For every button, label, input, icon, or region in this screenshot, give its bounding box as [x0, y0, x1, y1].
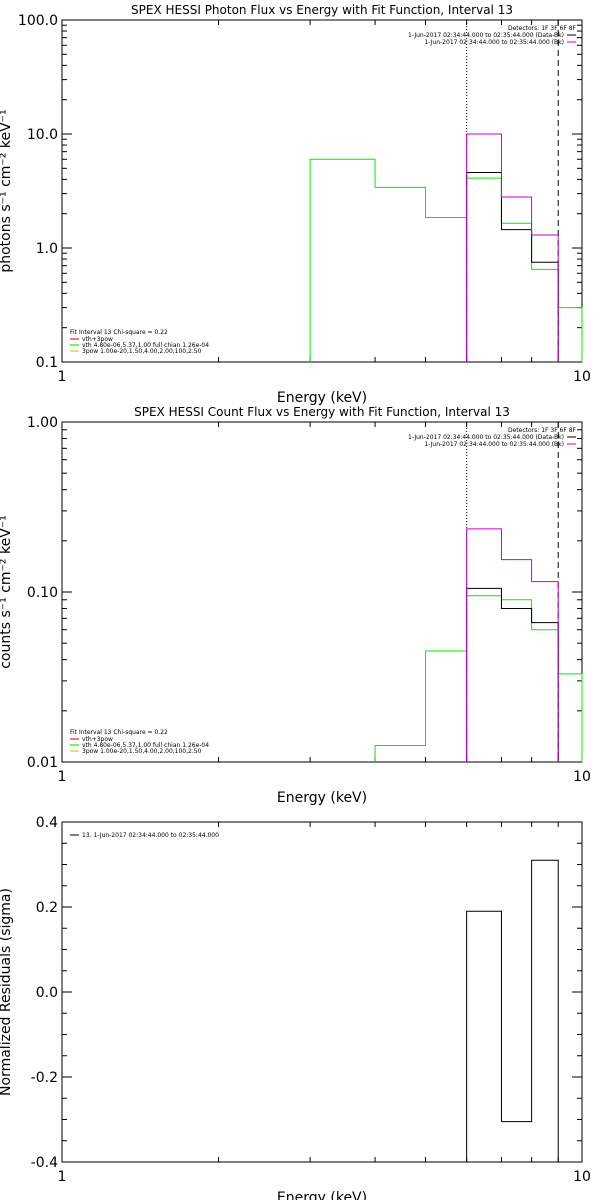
x-tick-label: 10	[573, 769, 591, 785]
legend-entry-label: vth+3pow	[82, 736, 113, 743]
legend-entry-label: 3pow 1.00e-20,1.50,4.00,2.00,100,2.50	[82, 748, 202, 755]
legend-entry-label: vth 4.80e-06,5.37,1.00 full chian 1.26e-…	[82, 742, 209, 749]
legend-header: Detectors: 1F 3F 6F 8F	[508, 25, 577, 32]
x-tick-label: 1	[58, 1169, 67, 1185]
x-tick-label: 10	[573, 1169, 591, 1185]
series-step-2	[466, 133, 559, 362]
x-axis-label: Energy (keV)	[277, 1190, 367, 1200]
series-step-1	[466, 587, 559, 762]
x-tick-label: 1	[58, 369, 67, 385]
y-tick-label: 0.10	[27, 585, 58, 601]
y-tick-label: 0.0	[36, 985, 58, 1001]
legend-header: Fit Interval 13 Chi-square = 0.22	[70, 729, 168, 736]
y-tick-label: -0.4	[31, 1155, 58, 1171]
y-axis-label: Normalized Residuals (sigma)	[0, 888, 14, 1096]
y-tick-label: -0.2	[31, 1070, 58, 1086]
x-tick-label: 1	[58, 769, 67, 785]
y-tick-label: 10.0	[27, 127, 58, 143]
x-axis-label: Energy (keV)	[277, 790, 367, 806]
legend-entry-label: 1-Jun-2017 02:34:44.000 to 02:35:44.000 …	[408, 32, 564, 39]
y-axis-label: counts s⁻¹ cm⁻² keV⁻¹	[0, 515, 14, 669]
series-step-0	[466, 859, 559, 1162]
y-tick-label: 1.00	[27, 415, 58, 431]
series-step-0	[374, 595, 583, 762]
plot-frame	[61, 421, 583, 763]
y-axis-label: photons s⁻¹ cm⁻² keV⁻¹	[0, 109, 14, 272]
legend-entry-label: 13. 1-Jun-2017 02:34:44.000 to 02:35:44.…	[82, 832, 219, 839]
chart-title: SPEX HESSI Photon Flux vs Energy with Fi…	[131, 3, 513, 17]
legend-entry-label: 1-Jun-2017 02:34:44.000 to 02:35:44.000 …	[424, 39, 564, 46]
legend-entry-label: vth+3pow	[82, 336, 113, 343]
legend-entry-label: 1-Jun-2017 02:34:44.000 to 02:35:44.000 …	[408, 434, 564, 441]
x-tick-label: 10	[573, 369, 591, 385]
x-axis-label: Energy (keV)	[277, 390, 367, 406]
legend-header: Detectors: 1F 3F 6F 8F	[508, 427, 577, 434]
chart-title: SPEX HESSI Count Flux vs Energy with Fit…	[134, 405, 510, 419]
series-step-1	[466, 171, 559, 362]
y-tick-label: 1.0	[36, 241, 58, 257]
series-step-0	[309, 158, 583, 362]
y-tick-label: 0.2	[36, 900, 58, 916]
legend-entry-label: 1-Jun-2017 02:34:44.000 to 02:35:44.000 …	[424, 441, 564, 448]
legend-entry-label: 3pow 1.00e-20,1.50,4.00,2.00,100,2.50	[82, 348, 202, 355]
y-tick-label: 0.4	[36, 815, 58, 831]
y-tick-label: 0.01	[27, 755, 58, 771]
legend-header: Fit Interval 13 Chi-square = 0.22	[70, 329, 168, 336]
legend-entry-label: vth 4.80e-06,5.37,1.00 full chian 1.26e-…	[82, 342, 209, 349]
plot-frame	[61, 19, 583, 363]
y-tick-label: 0.1	[36, 355, 58, 371]
y-tick-label: 100.0	[18, 13, 58, 29]
series-step-2	[466, 528, 559, 762]
plot-frame	[61, 821, 583, 1163]
